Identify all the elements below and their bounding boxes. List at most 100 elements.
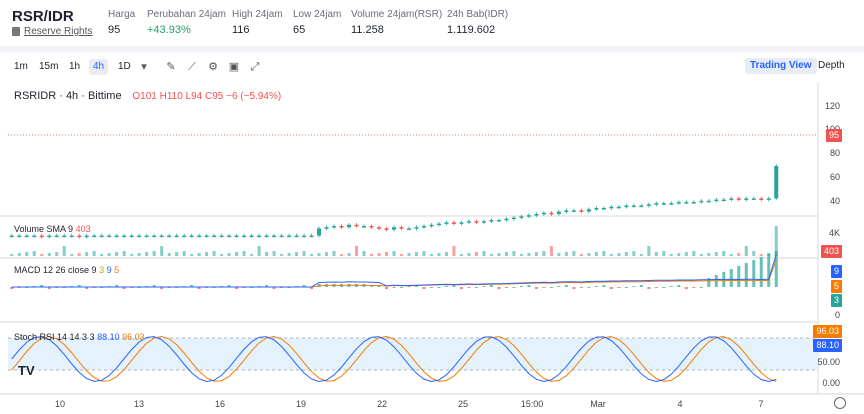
macd-title: MACD 12 26 close 9 — [14, 265, 97, 275]
pencil-icon[interactable]: ✎ — [166, 61, 176, 73]
macd-histogram-bar — [632, 286, 636, 287]
candle-body — [714, 199, 719, 202]
volume-bar — [92, 251, 96, 256]
candle-body — [504, 218, 509, 221]
timeframe-15m[interactable]: 15m — [39, 61, 59, 72]
candle-body — [556, 211, 561, 214]
save-icon[interactable]: ▣ — [228, 61, 240, 73]
volume-bar — [519, 254, 523, 256]
chart-settings-icon[interactable] — [834, 397, 846, 409]
timeframe-4h[interactable]: 4h — [89, 59, 109, 75]
volume-bar — [497, 253, 501, 256]
timeframe-1m[interactable]: 1m — [14, 61, 28, 72]
macd-histogram-bar — [699, 287, 703, 288]
volume-bar — [662, 251, 666, 256]
stat-value: 65 — [293, 24, 306, 36]
stoch-tick: 0.00 — [822, 378, 840, 388]
volume-bar — [122, 251, 126, 256]
volume-bar — [759, 254, 763, 256]
macd-histogram-bar — [265, 285, 269, 287]
candle-body — [347, 224, 352, 228]
candle-body — [639, 205, 644, 208]
stat-label: Volume 24jam(RSR) — [351, 9, 443, 20]
volume-bar — [362, 251, 366, 256]
y-tick: 40 — [829, 196, 840, 206]
stoch-d-badge: 96.03 — [813, 325, 842, 338]
macd-histogram-bar — [152, 285, 156, 287]
macd-histogram-bar — [497, 287, 501, 289]
timeframe-1d[interactable]: 1D — [118, 61, 131, 72]
candle-body — [466, 221, 471, 223]
volume-bar — [370, 254, 374, 256]
volume-bar — [227, 253, 231, 256]
volume-bar — [40, 254, 44, 256]
asset-name: Reserve Rights — [24, 26, 93, 37]
volume-bar — [512, 251, 516, 256]
candle-body — [92, 235, 97, 238]
stat-high: High 24jam 116 — [232, 9, 283, 36]
macd-histogram-bar — [662, 287, 666, 288]
timeframe-1h[interactable]: 1h — [69, 61, 81, 72]
candle-body — [736, 198, 741, 200]
candle-body — [534, 214, 539, 216]
candle-body — [174, 235, 179, 238]
volume-scale: 4K — [828, 228, 840, 238]
stat-value: 11.258 — [351, 24, 384, 36]
volume-bar — [422, 251, 426, 256]
candle-body — [451, 222, 456, 224]
x-tick: Mar — [590, 399, 606, 409]
macd-histogram-bar — [587, 287, 591, 288]
fullscreen-icon[interactable]: ⤢ — [250, 61, 260, 73]
candle-body — [219, 235, 224, 238]
y-tick: 80 — [829, 148, 840, 158]
macd-histogram-bar — [407, 286, 411, 287]
chevron-down-icon[interactable]: ▾ — [141, 61, 147, 73]
macd-histogram-bar — [639, 285, 643, 287]
asset-name-link[interactable]: Reserve Rights — [12, 26, 92, 37]
x-tick: 16 — [214, 399, 226, 409]
candle-body — [631, 205, 636, 208]
line-chart-icon[interactable]: ⟋ — [188, 61, 196, 73]
candle-body — [744, 198, 749, 200]
stat-label: Low 24jam — [293, 9, 342, 20]
candle-body — [32, 235, 37, 238]
x-tick: 15:00 — [520, 399, 544, 409]
candle-body — [99, 235, 104, 238]
candle-body — [309, 235, 314, 238]
volume-bar — [130, 254, 134, 256]
candle-body — [189, 235, 194, 238]
macd-histogram-bar — [160, 287, 164, 289]
volume-bar — [482, 251, 486, 256]
macd-histogram-bar — [624, 287, 628, 288]
stat-low: Low 24jam 65 — [293, 9, 341, 36]
candle-body — [39, 235, 44, 238]
candle-body — [759, 198, 764, 200]
volume-bar — [317, 253, 321, 256]
volume-bar — [534, 252, 538, 256]
candle-body — [699, 200, 704, 203]
volume-bar — [609, 254, 613, 256]
macd-histogram-bar — [654, 287, 658, 288]
volume-bar — [624, 252, 628, 256]
macd-histogram-bar — [534, 287, 538, 289]
macd-line — [11, 254, 777, 288]
candle-body — [511, 217, 516, 220]
macd-histogram-bar — [482, 286, 486, 287]
view-depth[interactable]: Depth — [818, 60, 845, 71]
stoch-d-line — [11, 335, 777, 382]
volume-bar — [332, 251, 336, 256]
macd-histogram-bar — [542, 287, 546, 288]
price-chart[interactable] — [0, 82, 864, 414]
candle-body — [384, 228, 389, 230]
candle-body — [47, 235, 52, 238]
volume-bar — [272, 251, 276, 256]
macd-histogram-bar — [692, 287, 696, 288]
volume-badge: 403 — [820, 245, 842, 258]
volume-bar — [100, 254, 104, 256]
view-trading[interactable]: Trading View — [745, 58, 817, 74]
volume-bar — [25, 252, 29, 256]
gear-icon[interactable]: ⚙ — [208, 61, 218, 73]
candle-body — [414, 227, 419, 229]
volume-bar — [654, 252, 658, 256]
candle-body — [571, 210, 576, 212]
